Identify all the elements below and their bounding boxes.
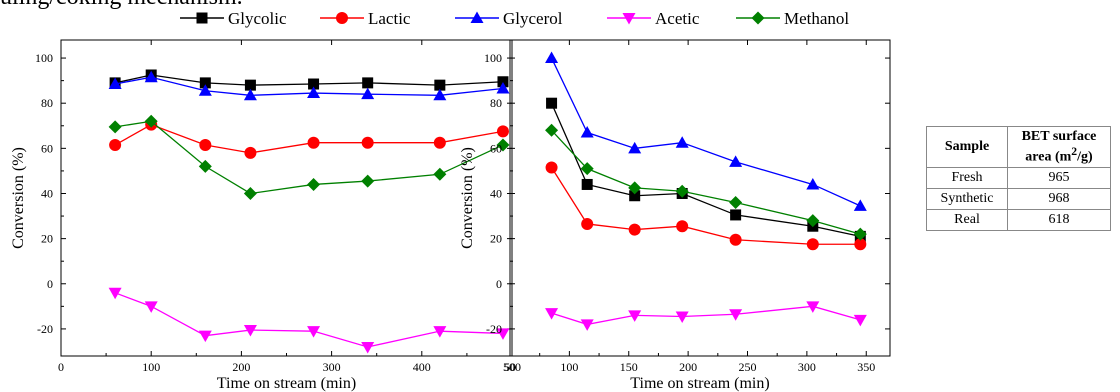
table-row: Synthetic 968 — [927, 189, 1111, 210]
legend-label-methanol: Methanol — [784, 9, 849, 28]
table-cell-value: 968 — [1008, 189, 1111, 210]
data-point-lactic — [730, 234, 742, 246]
y-tick-label: 80 — [490, 96, 502, 110]
header-sample: Sample — [927, 127, 1008, 168]
data-point-lactic — [244, 147, 256, 159]
data-point-methanol — [109, 120, 122, 133]
x-tick-label: 100 — [142, 360, 160, 374]
legend-label-glycolic: Glycolic — [228, 9, 287, 28]
data-point-acetic — [545, 308, 558, 320]
data-point-acetic — [199, 331, 212, 343]
data-point-glycerol — [545, 52, 558, 64]
y-tick-label: 60 — [41, 141, 53, 155]
legend-marker-lactic — [336, 12, 348, 24]
data-point-glycerol — [581, 126, 594, 138]
data-point-methanol — [729, 196, 742, 209]
table-cell-value: 965 — [1008, 168, 1111, 189]
legend-label-glycerol: Glycerol — [503, 9, 563, 28]
data-point-glycolic — [546, 98, 557, 109]
series-line-lactic — [552, 168, 861, 245]
data-point-acetic — [145, 301, 158, 313]
legend-label-acetic: Acetic — [655, 9, 700, 28]
legend-marker-glycolic — [197, 13, 208, 24]
data-point-glycerol — [854, 199, 867, 211]
y-axis-label: Conversion (%) — [459, 147, 476, 249]
data-point-lactic — [546, 162, 558, 174]
x-tick-label: 350 — [857, 360, 875, 374]
data-point-lactic — [308, 137, 320, 149]
y-tick-label: 80 — [41, 96, 53, 110]
y-tick-label: 20 — [41, 232, 53, 246]
data-point-acetic — [581, 319, 594, 331]
header-bet: BET surface area (m2/g) — [1008, 127, 1111, 168]
data-point-lactic — [362, 137, 374, 149]
data-point-methanol — [361, 175, 374, 188]
table-row: Fresh 965 — [927, 168, 1111, 189]
table-cell-sample: Real — [927, 210, 1008, 231]
table-header-row: Sample BET surface area (m2/g) — [927, 127, 1111, 168]
x-axis-label: Time on stream (min) — [217, 375, 356, 392]
bet-table: Sample BET surface area (m2/g) Fresh 965… — [926, 126, 1111, 231]
data-point-methanol — [244, 187, 257, 200]
data-point-lactic — [199, 139, 211, 151]
plot-frame — [510, 40, 890, 356]
table-cell-sample: Synthetic — [927, 189, 1008, 210]
table-cell-sample: Fresh — [927, 168, 1008, 189]
data-point-lactic — [676, 220, 688, 232]
x-tick-label: 300 — [798, 360, 816, 374]
header-bet-line1: BET surface — [1022, 129, 1097, 144]
table-cell-value: 618 — [1008, 210, 1111, 231]
x-tick-label: 50 — [504, 360, 516, 374]
data-point-lactic — [581, 218, 593, 230]
data-point-lactic — [629, 224, 641, 236]
x-tick-label: 250 — [739, 360, 757, 374]
y-tick-label: 40 — [41, 186, 53, 200]
y-tick-label: 0 — [47, 277, 53, 291]
data-point-glycerol — [361, 88, 374, 100]
data-point-methanol — [307, 178, 320, 191]
table-row: Real 618 — [927, 210, 1111, 231]
data-point-lactic — [807, 238, 819, 250]
x-tick-label: 400 — [413, 360, 431, 374]
x-tick-label: 0 — [58, 360, 64, 374]
x-tick-label: 100 — [560, 360, 578, 374]
data-point-acetic — [109, 288, 122, 300]
data-point-acetic — [854, 315, 867, 327]
header-bet-unit-post: /g) — [1077, 149, 1093, 164]
y-tick-label: 100 — [484, 51, 502, 65]
legend-label-lactic: Lactic — [368, 9, 411, 28]
data-point-lactic — [109, 139, 121, 151]
data-point-methanol — [433, 168, 446, 181]
data-point-glycolic — [582, 179, 593, 190]
x-tick-label: 300 — [323, 360, 341, 374]
x-axis-label: Time on stream (min) — [630, 375, 769, 392]
series-line-acetic — [115, 293, 503, 347]
y-tick-label: -20 — [37, 322, 53, 336]
data-point-acetic — [676, 312, 689, 324]
y-tick-label: 0 — [496, 277, 502, 291]
data-point-glycerol — [729, 155, 742, 167]
x-tick-label: 150 — [620, 360, 638, 374]
legend: Glycolic Lactic Glycerol Acetic Methanol — [180, 9, 849, 28]
x-tick-label: 200 — [232, 360, 250, 374]
y-tick-label: 20 — [490, 232, 502, 246]
data-point-glycolic — [730, 209, 741, 220]
data-point-glycolic — [362, 77, 373, 88]
header-bet-unit-pre: area (m — [1025, 149, 1071, 164]
legend-marker-methanol — [752, 12, 765, 25]
data-point-glycerol — [676, 136, 689, 148]
data-point-lactic — [434, 137, 446, 149]
plot-right: 50 100 150 200 250 300 350 -20 0 20 40 60 80 100 Time … — [459, 40, 890, 392]
plot-left: 0 100 200 300 400 500-20020406080100Time on s… — [10, 40, 521, 392]
y-axis-label: Conversion (%) — [10, 147, 27, 249]
data-point-acetic — [361, 342, 374, 354]
y-tick-label: 100 — [35, 51, 53, 65]
y-tick-label: -20 — [486, 322, 502, 336]
x-tick-label: 200 — [679, 360, 697, 374]
data-point-lactic — [497, 125, 509, 137]
y-tick-label: 40 — [490, 186, 502, 200]
y-tick-label: 60 — [490, 141, 502, 155]
